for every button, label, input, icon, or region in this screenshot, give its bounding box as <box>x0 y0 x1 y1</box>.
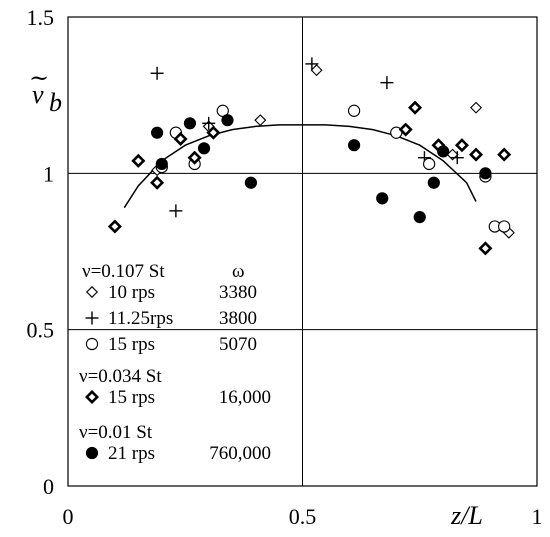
data-point-circle-open <box>422 157 436 171</box>
legend-label: 15 rps <box>108 387 155 408</box>
data-point-diamond-bold <box>150 175 165 190</box>
legend-omega-value: 760,000 <box>209 443 271 464</box>
data-point-diamond-bold <box>478 241 493 256</box>
data-point-plus <box>169 204 183 218</box>
data-point-circle-filled <box>183 117 197 130</box>
legend-marker-diamond-open <box>86 286 98 298</box>
y-tick-label: 1.5 <box>27 5 55 30</box>
data-point-diamond-bold <box>408 100 423 115</box>
data-point-circle-filled <box>151 126 164 139</box>
grid <box>68 17 537 486</box>
y-tick-label: 1 <box>43 161 54 186</box>
legend: ν=0.107 St ω ν=0.034 St ν=0.01 St 10 rps… <box>79 261 271 464</box>
data-point-circle-filled <box>376 192 389 205</box>
legend-omega-header: ω <box>232 261 245 282</box>
legend-label: 15 rps <box>108 334 155 355</box>
data-point-plus <box>202 116 216 130</box>
legend-marker-circle-filled <box>85 446 99 460</box>
legend-label: 21 rps <box>108 443 155 464</box>
tick-labels: 0 0.5 1 0 0.5 1 1.5 <box>27 5 543 529</box>
data-point-diamond-open <box>470 101 483 114</box>
x-tick-label: 0 <box>63 504 74 529</box>
data-point-plus <box>380 76 394 90</box>
legend-omega-value: 5070 <box>219 334 257 355</box>
data-point-diamond-bold <box>398 122 413 137</box>
legend-label: 11.25rps <box>108 308 173 329</box>
data-point-circle-filled <box>221 114 234 127</box>
x-axis-label: z/L <box>450 501 483 530</box>
data-point-circle-filled <box>437 145 450 158</box>
legend-header-1: ν=0.107 St <box>82 261 165 282</box>
data-point-diamond-bold <box>206 125 221 140</box>
data-point-diamond-bold <box>454 138 469 153</box>
x-tick-label: 1 <box>532 504 543 529</box>
data-point-circle-open <box>347 104 361 117</box>
data-point-diamond-bold <box>131 153 146 168</box>
data-point-diamond-open <box>310 64 323 77</box>
plot-frame <box>67 16 538 487</box>
legend-header-2: ν=0.034 St <box>79 366 162 387</box>
legend-header-3: ν=0.01 St <box>79 422 153 443</box>
tilde-glyph: ~ <box>29 64 49 92</box>
data-point-plus <box>305 57 319 71</box>
data-point-diamond-bold <box>187 150 202 165</box>
data-point-circle-filled <box>427 176 440 189</box>
fit-curve <box>123 124 477 209</box>
data-point-circle-filled <box>413 211 426 224</box>
data-point-diamond-bold <box>107 219 122 234</box>
legend-omega-value: 3380 <box>219 282 257 303</box>
legend-entries: 10 rps 3380 11.25rps 3800 15 rps 5070 15 rps 16… <box>84 282 271 464</box>
data-point-diamond-bold <box>468 147 484 162</box>
data-point-circle-filled <box>155 157 168 171</box>
y-tick-label: 0 <box>43 474 54 499</box>
y-tick-label: 0.5 <box>27 318 55 343</box>
y-axis-label: v b ~ <box>29 64 62 117</box>
legend-marker-plus <box>85 311 99 325</box>
data-point-circle-filled <box>347 139 361 152</box>
data-point-plus <box>450 151 464 165</box>
legend-omega-value: 16,000 <box>219 387 271 408</box>
data-points <box>107 57 515 256</box>
x-tick-label: 0.5 <box>289 504 317 529</box>
data-point-diamond-open <box>254 114 267 127</box>
legend-marker-circle-open <box>85 337 99 351</box>
data-point-circle-open <box>498 220 511 233</box>
y-axis-label-sub: b <box>49 88 62 117</box>
data-point-circle-filled <box>479 167 492 180</box>
data-point-diamond-bold <box>497 147 512 162</box>
data-point-diamond-bold <box>173 131 188 146</box>
data-point-circle-filled <box>197 142 211 155</box>
legend-omega-value: 3800 <box>219 308 257 329</box>
fit-curve-group <box>123 124 477 209</box>
legend-marker-diamond-bold <box>84 389 100 405</box>
data-point-circle-filled <box>244 176 258 189</box>
data-point-plus <box>150 66 164 80</box>
y-axis-label-v: v <box>32 80 44 109</box>
legend-label: 10 rps <box>108 282 155 303</box>
